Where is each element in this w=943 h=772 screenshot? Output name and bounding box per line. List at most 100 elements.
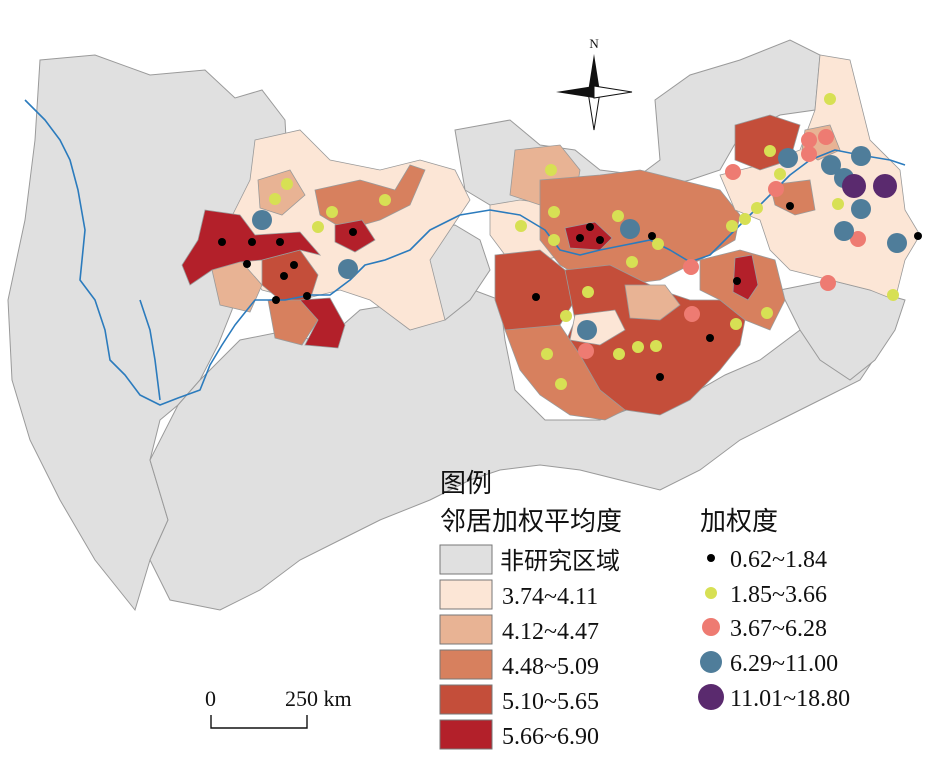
point-class-2	[832, 198, 844, 210]
legend-fill-swatch-1	[439, 579, 493, 610]
legend-fill-label-2: 4.12~4.47	[502, 619, 599, 645]
point-class-2	[545, 164, 557, 176]
legend-fill-swatch-4	[439, 684, 493, 715]
point-class-3	[850, 231, 866, 247]
legend-point-label-3: 6.29~11.00	[730, 651, 838, 677]
point-class-2	[764, 145, 776, 157]
legend-point-marker-0	[707, 554, 715, 562]
point-class-2	[626, 256, 638, 268]
point-class-3	[725, 164, 741, 180]
point-class-2	[650, 340, 662, 352]
point-class-3	[578, 343, 594, 359]
point-class-2	[824, 93, 836, 105]
point-class-4	[887, 233, 907, 253]
legend-fill-label-3: 4.48~5.09	[502, 654, 599, 680]
point-class-2	[326, 206, 338, 218]
north-label: N	[589, 36, 599, 51]
legend-fill-swatch-3	[439, 649, 493, 680]
point-class-2	[548, 234, 560, 246]
point-class-2	[739, 213, 751, 225]
region-mid-5-66-b	[732, 254, 759, 301]
legend-point-marker-1	[705, 587, 717, 599]
point-class-1	[648, 232, 656, 240]
study-area-midstream	[489, 144, 786, 421]
point-class-1	[349, 228, 357, 236]
point-class-1	[280, 272, 288, 280]
point-class-1	[706, 334, 714, 342]
point-class-1	[733, 277, 741, 285]
point-class-1	[532, 293, 540, 301]
point-class-2	[555, 378, 567, 390]
point-class-1	[586, 223, 594, 231]
point-class-1	[786, 202, 794, 210]
points-class-5	[842, 174, 897, 198]
point-class-3	[768, 181, 784, 197]
region-upstream-5-66	[181, 209, 322, 286]
region-upstream-4-48	[314, 164, 426, 231]
legend-point-label-0: 0.62~1.84	[730, 547, 827, 573]
legend-fill-swatch-0	[439, 544, 493, 575]
scale-bar-start-label: 0	[205, 686, 216, 711]
scale-bar: 0 250 km	[205, 686, 352, 729]
point-class-2	[774, 168, 786, 180]
point-class-2	[652, 238, 664, 250]
region-upstream-5-66-b	[299, 297, 346, 349]
point-class-3	[820, 275, 836, 291]
point-class-2	[582, 286, 594, 298]
legend-point-title: 加权度	[700, 507, 778, 537]
legend-point-label-4: 11.01~18.80	[730, 686, 850, 712]
point-class-4	[577, 320, 597, 340]
point-class-2	[751, 202, 763, 214]
point-class-1	[218, 238, 226, 246]
region-mid-4-48	[539, 169, 741, 286]
points-class-1	[218, 202, 922, 381]
legend-title: 图例	[440, 469, 492, 499]
point-class-4	[778, 148, 798, 168]
point-class-4	[821, 155, 841, 175]
legend: 图例 邻居加权平均度 非研究区域 3.74~4.11 4.12~4.47 4.4…	[439, 469, 850, 750]
legend-fill-label-4: 5.10~5.65	[502, 689, 599, 715]
north-arrow: N	[556, 36, 633, 131]
point-class-4	[851, 199, 871, 219]
legend-fill-swatch-5	[439, 719, 493, 750]
point-class-2	[632, 341, 644, 353]
point-class-2	[887, 289, 899, 301]
point-class-1	[243, 260, 251, 268]
point-class-3	[684, 306, 700, 322]
point-class-5	[842, 174, 866, 198]
points-class-2	[269, 93, 899, 390]
point-class-3	[818, 129, 834, 145]
point-class-1	[303, 292, 311, 300]
point-class-2	[761, 307, 773, 319]
point-class-1	[248, 238, 256, 246]
point-class-1	[914, 232, 922, 240]
point-class-4	[252, 210, 272, 230]
point-class-4	[851, 146, 871, 166]
legend-point-marker-3	[700, 651, 722, 673]
point-class-2	[613, 348, 625, 360]
point-class-2	[726, 220, 738, 232]
legend-fill-swatch-2	[439, 614, 493, 645]
point-class-4	[834, 221, 854, 241]
region-down-light	[719, 54, 921, 301]
tributary-river	[139, 299, 161, 401]
point-class-5	[873, 174, 897, 198]
point-class-2	[612, 210, 624, 222]
point-class-2	[281, 178, 293, 190]
legend-fill-label-5: 5.66~6.90	[502, 724, 599, 750]
point-class-2	[730, 318, 742, 330]
point-class-2	[548, 206, 560, 218]
point-class-2	[560, 310, 572, 322]
point-class-2	[379, 194, 391, 206]
points-class-4	[252, 146, 907, 340]
point-class-2	[541, 348, 553, 360]
point-class-3	[683, 259, 699, 275]
legend-point-label-2: 3.67~6.28	[730, 616, 827, 642]
north-arrow-west-half	[556, 86, 594, 98]
point-class-1	[290, 261, 298, 269]
legend-fill-label-0: 非研究区域	[500, 547, 620, 575]
point-class-2	[312, 221, 324, 233]
points-class-3	[578, 129, 866, 359]
point-class-4	[620, 219, 640, 239]
point-class-3	[801, 132, 817, 148]
